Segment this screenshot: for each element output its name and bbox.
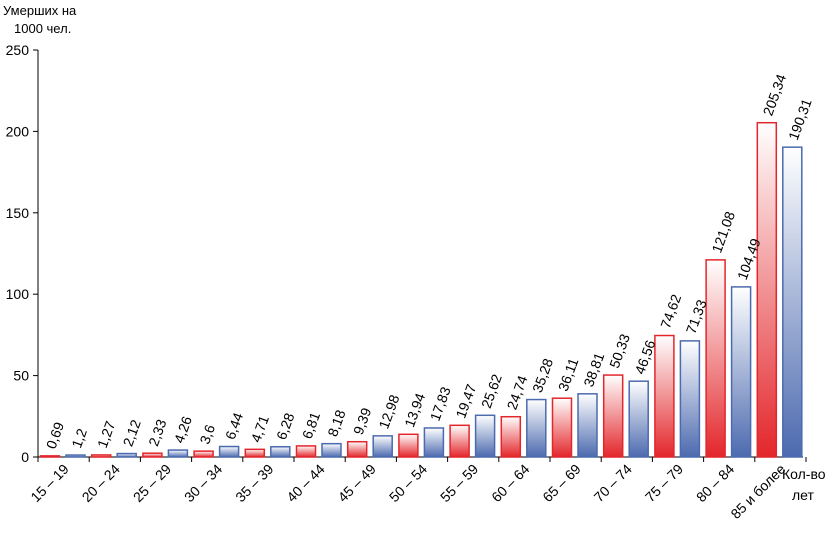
data-label: 3,6 (196, 422, 218, 446)
y-tick-label: 0 (21, 449, 29, 465)
data-label: 13,94 (401, 391, 428, 430)
x-tick-label: 65 – 69 (539, 461, 583, 505)
data-label: 17,83 (427, 384, 454, 423)
x-tick-label: 80 – 84 (693, 461, 737, 505)
data-label: 190,31 (785, 96, 815, 142)
x-tick-label: 35 – 39 (232, 461, 276, 505)
x-axis-label-line-2: лет (792, 487, 814, 503)
data-label: 9,39 (350, 405, 374, 436)
bar-series-2 (526, 398, 547, 458)
data-label: 121,08 (708, 209, 738, 255)
bar-series-2 (423, 427, 445, 458)
bar-series-1 (654, 334, 675, 458)
bar-series-2 (782, 146, 803, 458)
bar-series-1 (346, 440, 368, 458)
y-tick-label: 50 (13, 368, 29, 384)
y-tick-label: 150 (6, 205, 30, 221)
bar-series-2 (270, 446, 291, 458)
bar-series-1 (705, 259, 726, 458)
x-axis-label-line-1: Кол-во (782, 466, 826, 482)
x-tick-label: 55 – 59 (437, 461, 481, 505)
data-label: 25,62 (478, 372, 505, 411)
x-tick-label: 50 – 54 (386, 461, 430, 505)
y-tick-label: 250 (6, 42, 30, 58)
bar-series-2 (474, 414, 496, 458)
bar-series-1 (39, 455, 61, 458)
bar-series-2 (372, 435, 393, 458)
bar-series-2 (628, 380, 649, 458)
bar-series-1 (500, 415, 522, 458)
x-tick-label: 75 – 79 (642, 461, 686, 505)
data-label: 2,12 (119, 417, 143, 448)
y-tick-label: 200 (6, 123, 30, 139)
data-label: 205,34 (760, 72, 790, 118)
data-label: 19,47 (452, 382, 479, 421)
x-axis: 15 – 19 20 – 24 25 – 29 30 – 34 35 – 39 40 – … (27, 457, 807, 522)
bar-series-1 (295, 445, 317, 458)
x-tick-label: 40 – 44 (283, 461, 327, 505)
bar-series-1 (90, 454, 112, 458)
bar-series-1 (398, 433, 419, 458)
x-tick-label: 25 – 29 (130, 461, 174, 505)
bar-series-2 (679, 340, 701, 458)
data-label: 6,44 (222, 410, 246, 441)
data-label: 35,28 (529, 356, 556, 395)
bar-series-2 (577, 393, 598, 458)
x-tick-label: 85 и более (727, 461, 788, 522)
bar-series-1 (142, 452, 163, 458)
bar-series-1 (449, 424, 470, 458)
y-axis-label-line-1: Умерших на (3, 3, 77, 18)
data-label: 6,28 (273, 411, 297, 442)
x-tick-label: 20 – 24 (79, 461, 123, 505)
data-label: 1,2 (68, 426, 90, 450)
data-label: 50,33 (606, 331, 633, 370)
bar-series-2 (730, 286, 752, 458)
data-label: 4,26 (171, 414, 195, 445)
bar-series-2 (116, 452, 137, 458)
x-tick-label: 15 – 19 (27, 461, 71, 505)
data-label: 12,98 (375, 392, 402, 431)
x-tick-label: 60 – 64 (488, 461, 532, 505)
bar-series-2 (218, 445, 240, 458)
x-tick-label: 30 – 34 (181, 461, 225, 505)
data-label: 1,27 (94, 419, 118, 450)
bars (39, 121, 803, 458)
data-label: 0,69 (43, 420, 67, 451)
data-label: 74,62 (657, 292, 684, 331)
data-label: 4,71 (248, 413, 272, 444)
data-label: 8,18 (324, 407, 348, 438)
x-tick-label: 70 – 74 (591, 461, 635, 505)
bar-series-2 (167, 449, 189, 458)
data-label: 6,81 (299, 410, 323, 441)
bar-series-1 (551, 397, 573, 458)
y-axis-label-line-2: 1000 чел. (14, 21, 71, 36)
bar-series-1 (756, 121, 778, 458)
data-label: 36,11 (555, 356, 582, 394)
x-tick-label: 45 – 49 (335, 461, 379, 505)
bar-series-2 (65, 454, 86, 458)
y-axis: 0 50 100 150 200 250 (6, 42, 38, 465)
bar-series-2 (321, 442, 342, 458)
bar-series-1 (602, 374, 624, 458)
y-tick-label: 100 (6, 286, 30, 302)
bar-series-1 (193, 450, 214, 458)
bar-series-1 (244, 448, 266, 458)
data-label: 2,33 (145, 417, 169, 448)
